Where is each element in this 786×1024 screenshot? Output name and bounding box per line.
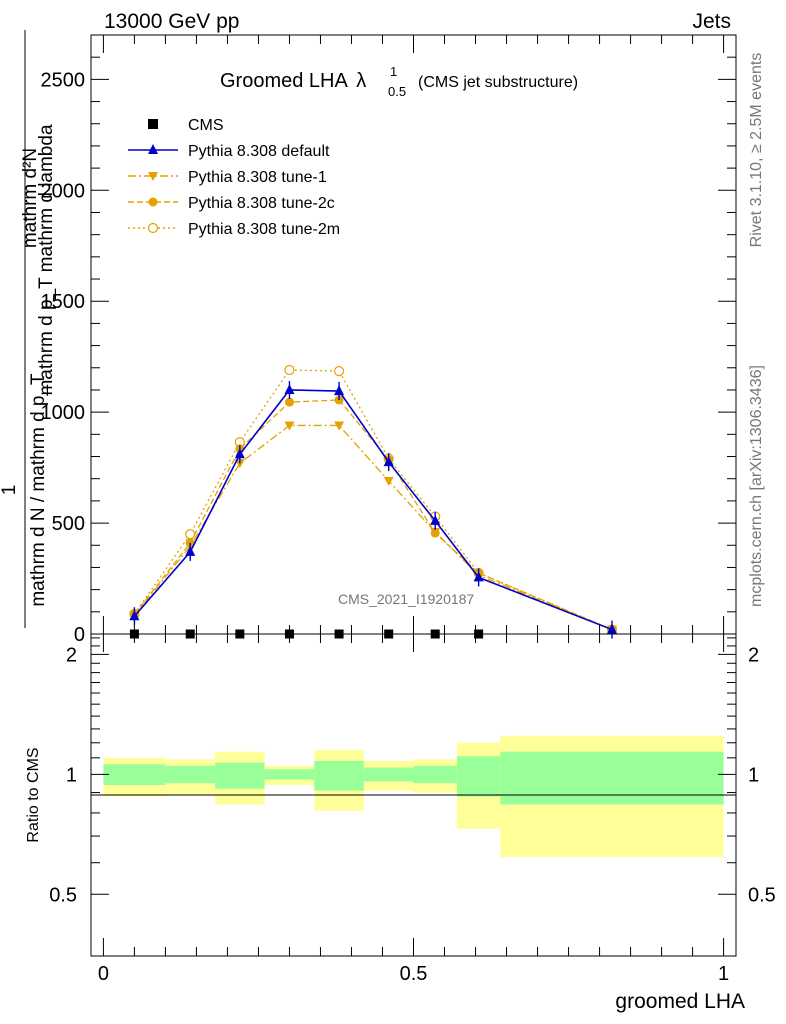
x-tick-label: 1 xyxy=(718,963,729,985)
legend-marker-cms xyxy=(148,119,158,129)
ylabel-bottom-sub: mathrm d N / mathrm d p_T xyxy=(28,373,49,607)
ratio-axis-ticks: 0.5 0.5 1 1 2 2 0 0.5 1 xyxy=(49,634,776,985)
legend: CMS Pythia 8.308 default Pythia 8.308 tune… xyxy=(128,117,340,238)
title-suffix: (CMS jet substructure) xyxy=(418,74,578,91)
data-point-default xyxy=(430,514,441,525)
main-panel: 0 500 1000 1500 2000 2500 Groomed LHA λ 1 0.5… xyxy=(41,34,737,646)
plot-title: Groomed LHA λ xyxy=(220,70,366,92)
data-point-default xyxy=(334,385,345,396)
ratio-band-green xyxy=(363,767,414,782)
ylabel-bottom: 1 xyxy=(0,485,20,496)
series-line-tune1 xyxy=(133,424,613,631)
y-tick-label: 0 xyxy=(74,624,85,646)
ratio-panel: 0.5 0.5 1 1 2 2 0 0.5 1 Ratio to CMS groomed LHA xyxy=(25,633,776,1013)
data-point-default xyxy=(473,571,484,582)
ratio-band-green xyxy=(456,756,501,797)
ratio-band-green xyxy=(413,765,457,784)
main-axis-ticks: 0 500 1000 1500 2000 2500 xyxy=(41,35,736,646)
rivet-label: Rivet 3.1.10, ≥ 2.5M events xyxy=(748,53,765,248)
legend-marker-tune1 xyxy=(148,172,158,181)
energy-label: 13000 GeV pp xyxy=(104,10,239,33)
ylabel-top-sub: mathrm d p_T mathrm d lambda xyxy=(36,124,57,395)
legend-label: Pythia 8.308 tune-1 xyxy=(188,169,327,186)
ratio-band-green xyxy=(314,761,364,791)
legend-label: CMS xyxy=(188,117,224,134)
data-point-tune1 xyxy=(234,459,245,469)
data-point-tune2c xyxy=(284,397,294,407)
y-tick-label: 500 xyxy=(52,513,85,535)
ratio-y-tick-label: 2 xyxy=(66,644,77,666)
x-axis-label: groomed LHA xyxy=(615,990,745,1013)
ratio-band-green xyxy=(103,764,166,786)
data-point-tune1 xyxy=(284,421,295,431)
data-point-tune1 xyxy=(430,527,441,537)
ratio-y-tick-label: 1 xyxy=(66,764,77,786)
data-point-tune2m xyxy=(333,366,345,377)
data-point-default xyxy=(606,623,617,634)
data-point-default xyxy=(129,610,140,621)
ratio-band-green xyxy=(165,765,216,784)
data-point-default xyxy=(185,545,196,556)
legend-marker-tune2m xyxy=(147,222,159,234)
data-point-tune2m xyxy=(185,529,196,540)
ratio-bands xyxy=(103,735,724,858)
title-superscript: 1 xyxy=(390,64,397,79)
legend-label: Pythia 8.308 tune-2c xyxy=(188,195,335,212)
data-point-default xyxy=(383,456,394,467)
ratio-y-tick-label: 0.5 xyxy=(49,884,77,906)
title-subscript: 0.5 xyxy=(388,84,406,99)
y-tick-label: 1000 xyxy=(41,402,86,424)
mcplots-label: mcplots.cern.ch [arXiv:1306.3436] xyxy=(748,365,765,607)
legend-label: Pythia 8.308 default xyxy=(188,143,330,160)
legend-label: Pythia 8.308 tune-2m xyxy=(188,221,340,238)
y-tick-label: 2500 xyxy=(41,69,86,91)
data-point-tune1 xyxy=(334,421,345,431)
main-ylabel: mathrm d²N mathrm d p_T mathrm d lambda … xyxy=(0,30,57,628)
ratio-y-tick-label-right: 2 xyxy=(748,644,759,666)
data-point-default xyxy=(284,383,295,394)
data-point-default xyxy=(234,448,245,459)
x-tick-label: 0 xyxy=(98,963,109,985)
series-line-tune2m xyxy=(133,369,613,631)
ratio-band-green xyxy=(215,762,265,789)
legend-marker-tune2c xyxy=(148,197,158,207)
x-tick-label: 0.5 xyxy=(400,963,428,985)
y-tick-label: 2000 xyxy=(41,180,86,202)
data-point-tune2m xyxy=(284,364,295,376)
legend-marker-default xyxy=(148,144,158,154)
jets-label: Jets xyxy=(692,10,731,33)
y-tick-label: 1500 xyxy=(41,291,86,313)
ratio-y-tick-label-right: 0.5 xyxy=(748,884,776,906)
ratio-y-tick-label-right: 1 xyxy=(748,764,759,786)
ratio-ylabel: Ratio to CMS xyxy=(25,747,42,842)
data-point-tune1 xyxy=(383,476,394,486)
analysis-watermark: CMS_2021_I1920187 xyxy=(338,591,474,607)
ratio-band-green xyxy=(264,769,315,780)
ratio-band-green xyxy=(500,751,724,805)
